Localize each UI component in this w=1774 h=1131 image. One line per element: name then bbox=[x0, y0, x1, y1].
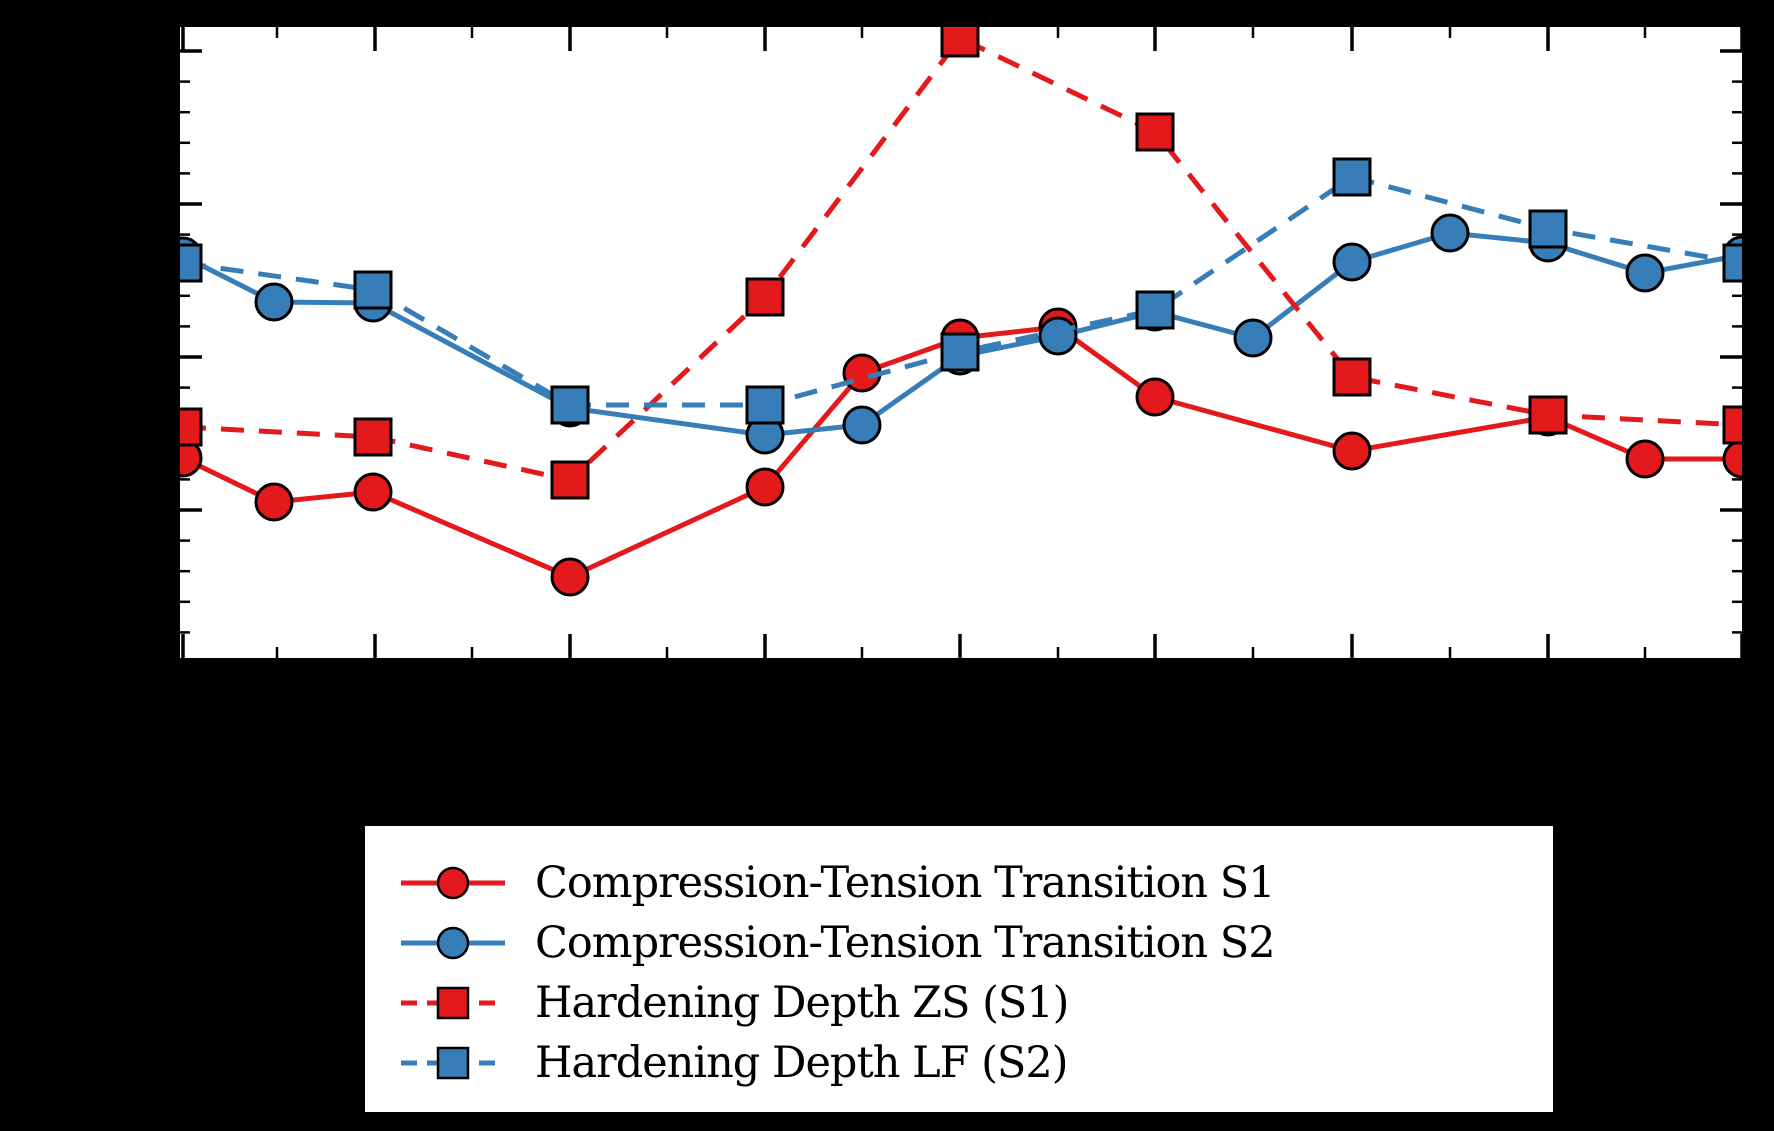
legend-label: Compression-Tension Transition S1 bbox=[535, 858, 1276, 908]
legend-label: Hardening Depth LF (S2) bbox=[535, 1038, 1069, 1088]
legend-sample-dashed-square-red bbox=[401, 986, 505, 1020]
legend: Compression-Tension Transition S1 Compre… bbox=[362, 823, 1556, 1115]
legend-sample-solid-circle-red bbox=[401, 866, 505, 900]
legend-label: Hardening Depth ZS (S1) bbox=[535, 978, 1069, 1028]
legend-sample-dashed-square-blue bbox=[401, 1046, 505, 1080]
legend-entry: Hardening Depth LF (S2) bbox=[365, 1033, 1553, 1093]
legend-sample-solid-circle-blue bbox=[401, 926, 505, 960]
legend-label: Compression-Tension Transition S2 bbox=[535, 918, 1276, 968]
legend-entry: Compression-Tension Transition S1 bbox=[365, 853, 1553, 913]
legend-entry: Hardening Depth ZS (S1) bbox=[365, 973, 1553, 1033]
legend-entry: Compression-Tension Transition S2 bbox=[365, 913, 1553, 973]
